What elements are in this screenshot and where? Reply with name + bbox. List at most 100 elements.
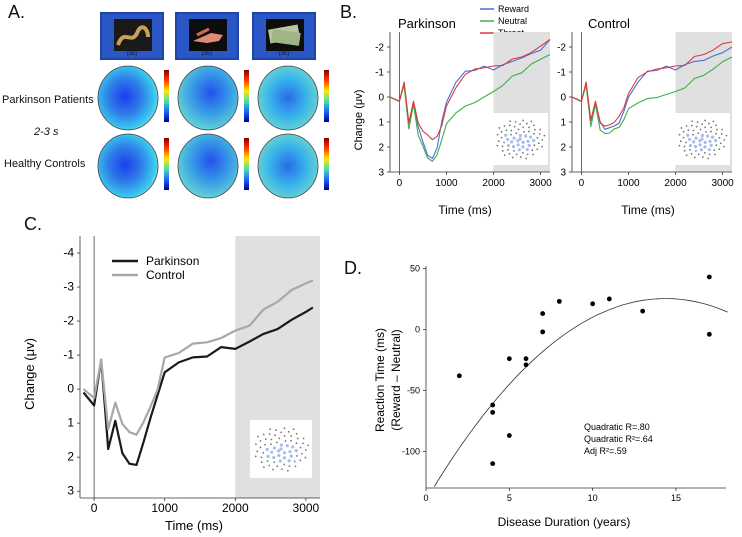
sensor-dot bbox=[517, 128, 520, 131]
sensor-dot bbox=[500, 130, 503, 133]
sensor-dot bbox=[693, 144, 698, 149]
sensor-dot bbox=[504, 133, 508, 137]
sensor-dot bbox=[707, 157, 710, 160]
sensor-dot bbox=[700, 133, 704, 138]
stat-adj-r2: Adj R²=.59 bbox=[584, 446, 627, 456]
sensor-dot bbox=[287, 430, 290, 433]
sensor-dot bbox=[521, 145, 525, 149]
sensor-dot bbox=[723, 139, 726, 141]
sensor-dot bbox=[278, 437, 281, 440]
sensor-dot bbox=[715, 144, 718, 147]
sensor-dot bbox=[294, 465, 297, 468]
sensor-dot bbox=[685, 154, 688, 157]
series-line-neutral bbox=[389, 54, 551, 162]
sensor-dot bbox=[526, 139, 530, 144]
sensor-dot bbox=[296, 437, 299, 440]
sensor-dot bbox=[685, 141, 688, 144]
sensor-dot bbox=[279, 447, 283, 451]
sensor-dot bbox=[517, 148, 521, 152]
sensor-dot bbox=[518, 137, 522, 141]
sensor-dot bbox=[528, 130, 530, 133]
topo-control-money bbox=[257, 133, 329, 199]
sensor-dot bbox=[708, 139, 712, 144]
sensor-dot bbox=[503, 141, 506, 144]
sensor-dot bbox=[691, 120, 694, 123]
scatter-point bbox=[506, 433, 512, 438]
sensor-dot bbox=[302, 442, 304, 445]
sensor-dot bbox=[260, 461, 263, 464]
y-tick-label: 3 bbox=[378, 168, 384, 179]
sensor-dot bbox=[712, 120, 715, 123]
sensor-dot bbox=[704, 126, 707, 129]
sensor-dot bbox=[513, 125, 516, 128]
topo-parkinson-money bbox=[257, 65, 329, 131]
x-tick-label: 0 bbox=[423, 493, 428, 503]
x-tick-label: 3000 bbox=[711, 178, 734, 189]
sensor-dot bbox=[299, 446, 302, 449]
panel-a-label: A. bbox=[8, 2, 26, 22]
sensor-dot bbox=[699, 148, 703, 152]
sensor-dot bbox=[511, 144, 516, 149]
sensor-dot bbox=[276, 449, 281, 453]
sensor-dot bbox=[694, 136, 698, 140]
sensor-dot bbox=[264, 443, 266, 446]
legend-label-parkinson: Parkinson bbox=[146, 254, 199, 268]
sensor-dot bbox=[689, 148, 691, 151]
panel-d-plot: -100 -50 0 50 0 5 10 15 bbox=[402, 263, 728, 503]
y-tick-label: -100 bbox=[402, 446, 420, 456]
panel-b-control-plot: -2 -1 0 1 2 3 0 1000 2000 3000 bbox=[557, 32, 734, 189]
quadratic-fit-line bbox=[433, 298, 728, 487]
sensor-dot bbox=[710, 130, 712, 133]
sensor-dot bbox=[720, 133, 723, 135]
sensor-dot bbox=[264, 438, 267, 441]
panel-b-title-control: Control bbox=[588, 16, 630, 31]
sensor-dot bbox=[719, 142, 722, 145]
sensor-dot bbox=[511, 156, 514, 159]
sensor-dot bbox=[524, 134, 528, 138]
sensor-dot bbox=[262, 433, 265, 436]
sensor-dot bbox=[692, 140, 696, 144]
sensor-dot bbox=[507, 148, 509, 151]
panel-c-chart: Change (μv) -4 -3 -2 -1 0 1 2 3 0 1000 2000 3000 Pa… bbox=[22, 236, 320, 533]
y-tick-label: -2 bbox=[557, 43, 566, 54]
sensor-dot bbox=[280, 468, 283, 471]
sensor-dot bbox=[698, 139, 702, 143]
money-icon bbox=[268, 24, 301, 46]
y-tick-label: 0 bbox=[415, 324, 420, 334]
sensor-dot bbox=[541, 139, 544, 141]
sensor-dot bbox=[705, 130, 707, 133]
panel-d-xlabel: Disease Duration (years) bbox=[498, 515, 631, 529]
sensor-dot bbox=[266, 460, 269, 462]
panel-b-title-parkinson: Parkinson bbox=[398, 16, 456, 31]
stimulus-money-image: (3s) bbox=[252, 12, 316, 60]
sensor-dot bbox=[532, 138, 536, 143]
sensor-dot bbox=[714, 132, 717, 135]
sensor-dot bbox=[718, 136, 721, 139]
sensor-dot bbox=[265, 447, 269, 452]
sensor-dot bbox=[518, 133, 522, 138]
sensor-dot bbox=[678, 144, 681, 147]
sensor-dot bbox=[704, 119, 707, 122]
sensor-dot bbox=[525, 157, 528, 160]
sensor-dot bbox=[703, 140, 707, 145]
sensor-dot bbox=[522, 119, 525, 122]
sensor-dot bbox=[304, 449, 307, 451]
sensor-dot bbox=[516, 143, 520, 147]
panel-d-chart: Reaction Time (ms) (Reward – Neutral) -1… bbox=[373, 263, 728, 529]
x-tick-label: 5 bbox=[507, 493, 512, 503]
sensor-dot bbox=[685, 125, 688, 127]
y-tick-label: -4 bbox=[63, 246, 74, 260]
sensor-dot bbox=[278, 459, 282, 463]
sensor-dot bbox=[714, 138, 718, 143]
sensor-dot bbox=[290, 435, 292, 437]
y-tick-label: -3 bbox=[63, 280, 74, 294]
sensor-dot bbox=[307, 444, 310, 447]
sensor-dot bbox=[697, 153, 700, 156]
sensor-dot bbox=[268, 433, 271, 435]
sensor-dot bbox=[496, 133, 499, 136]
sensor-dot bbox=[715, 124, 717, 127]
sensor-dot bbox=[723, 145, 725, 148]
sensor-dot bbox=[528, 126, 530, 129]
sensor-dot bbox=[526, 153, 529, 156]
sensor-dot bbox=[537, 142, 540, 145]
